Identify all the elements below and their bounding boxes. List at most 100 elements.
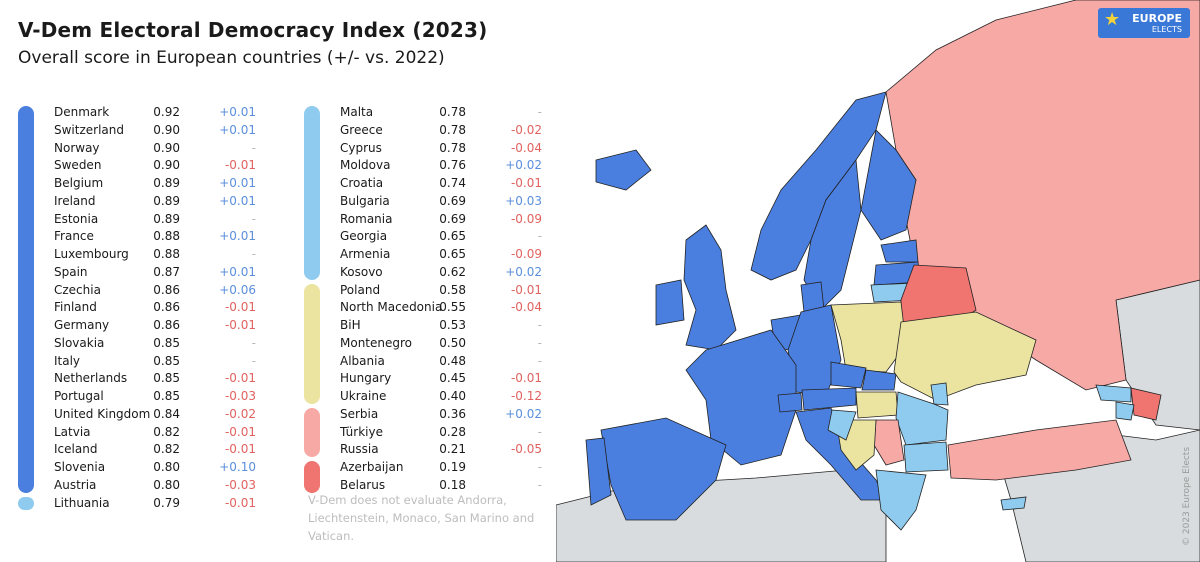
country-name: Slovenia [54, 460, 106, 474]
table-column-left: Denmark 0.92 +0.01 Switzerland 0.90 +0.01 Norw… [18, 104, 268, 512]
country-score: 0.28 [439, 424, 466, 439]
country-change: - [537, 353, 542, 368]
table-row: Estonia 0.89 - [18, 211, 268, 229]
map-region-slovakia [861, 369, 897, 391]
map-region-estonia [880, 239, 919, 263]
country-name: BiH [340, 318, 361, 332]
country-name: Ukraine [340, 389, 387, 403]
country-change: +0.01 [219, 229, 256, 244]
map-region-ukraine [893, 311, 1037, 401]
star-icon: ★ [1104, 9, 1121, 30]
country-name: Slovakia [54, 335, 105, 350]
group-color-bar [304, 106, 320, 280]
country-change: -0.03 [224, 389, 256, 403]
table-row: Luxembourg 0.88 - [18, 246, 268, 264]
map-region-united-kingdom [683, 224, 737, 351]
table-row: France 0.88 +0.01 [18, 228, 268, 246]
map-region-armenia [1115, 401, 1135, 421]
table-row: Ireland 0.89 +0.01 [18, 193, 268, 211]
group-color-bar [18, 106, 34, 493]
country-score: 0.89 [153, 176, 180, 190]
table-row: Italy 0.85 - [18, 353, 268, 371]
country-name: Croatia [340, 176, 384, 190]
country-change: -0.01 [224, 300, 256, 315]
table-row: Montenegro 0.50 - [304, 335, 554, 353]
table-row: Slovakia 0.85 - [18, 335, 268, 353]
country-change: +0.02 [505, 406, 542, 421]
country-score: 0.53 [439, 318, 466, 332]
country-score: 0.85 [153, 353, 180, 368]
country-name: Bulgaria [340, 193, 390, 208]
country-name: United Kingdom [54, 406, 151, 421]
country-score: 0.92 [153, 105, 180, 119]
table-row: Azerbaijan 0.19 - [304, 459, 554, 477]
country-name: France [54, 229, 94, 244]
table-row: Czechia 0.86 +0.06 [18, 282, 268, 300]
table-row: Spain 0.87 +0.01 [18, 264, 268, 282]
map-region-poland [830, 301, 907, 373]
country-change: -0.04 [510, 140, 542, 155]
country-change: - [537, 229, 542, 244]
country-name: Netherlands [54, 371, 128, 386]
map-region-hungary [855, 391, 899, 419]
country-name: Armenia [340, 247, 391, 261]
map-region-spain [600, 417, 727, 521]
country-change: +0.06 [219, 282, 256, 297]
country-change: -0.03 [224, 477, 256, 492]
table-row: Slovenia 0.80 +0.10 [18, 459, 268, 477]
map-region-turkiye [947, 419, 1132, 481]
country-change: -0.09 [510, 211, 542, 226]
country-name: Belgium [54, 176, 104, 190]
country-name: Italy [54, 353, 81, 368]
table-row: Russia 0.21 -0.05 [304, 441, 554, 459]
country-change: +0.02 [505, 158, 542, 173]
table-row: Portugal 0.85 -0.03 [18, 388, 268, 406]
country-name: Kosovo [340, 264, 383, 279]
group-color-bar [304, 283, 320, 404]
country-name: Spain [54, 264, 88, 279]
country-change: -0.01 [510, 282, 542, 297]
country-score: 0.55 [439, 300, 466, 315]
country-name: Türkiye [340, 424, 383, 439]
country-change: +0.01 [219, 176, 256, 190]
country-change: +0.01 [219, 105, 256, 119]
country-name: Austria [54, 477, 97, 492]
table-row: Belgium 0.89 +0.01 [18, 175, 268, 193]
country-name: Denmark [54, 105, 110, 119]
country-score: 0.82 [153, 424, 180, 439]
country-score: 0.80 [153, 460, 180, 474]
country-change: - [251, 247, 256, 261]
country-score: 0.86 [153, 300, 180, 315]
country-change: -0.05 [510, 442, 542, 457]
country-score: 0.78 [439, 140, 466, 155]
country-name: Albania [340, 353, 385, 368]
table-row: Switzerland 0.90 +0.01 [18, 122, 268, 140]
map-region-finland [860, 129, 917, 241]
chart-subtitle: Overall score in European countries (+/-… [18, 48, 445, 68]
country-change: -0.01 [224, 495, 256, 510]
country-change: - [537, 424, 542, 439]
table-row: Romania 0.69 -0.09 [304, 211, 554, 229]
country-score: 0.85 [153, 371, 180, 386]
country-score: 0.58 [439, 282, 466, 297]
country-change: -0.02 [224, 406, 256, 421]
country-score: 0.85 [153, 335, 180, 350]
country-name: Greece [340, 122, 383, 137]
country-change: -0.04 [510, 300, 542, 315]
country-score: 0.80 [153, 477, 180, 492]
group-color-bar [304, 407, 320, 457]
country-score: 0.36 [439, 406, 466, 421]
table-row: United Kingdom 0.84 -0.02 [18, 406, 268, 424]
country-name: Montenegro [340, 335, 413, 350]
europe-elects-logo: ★ EUROPE ELECTS [1098, 8, 1190, 38]
country-score: 0.48 [439, 353, 466, 368]
map-region-greece [875, 469, 927, 531]
country-change: - [537, 460, 542, 474]
country-change: +0.03 [505, 193, 542, 208]
group-color-bar [18, 496, 34, 511]
footnote: V-Dem does not evaluate Andorra, Liechte… [308, 493, 535, 543]
country-score: 0.85 [153, 389, 180, 403]
table-column-right: Malta 0.78 - Greece 0.78 -0.02 Cyprus 0.78 -0.04… [304, 104, 554, 495]
country-name: Finland [54, 300, 97, 315]
table-row: Albania 0.48 - [304, 353, 554, 371]
